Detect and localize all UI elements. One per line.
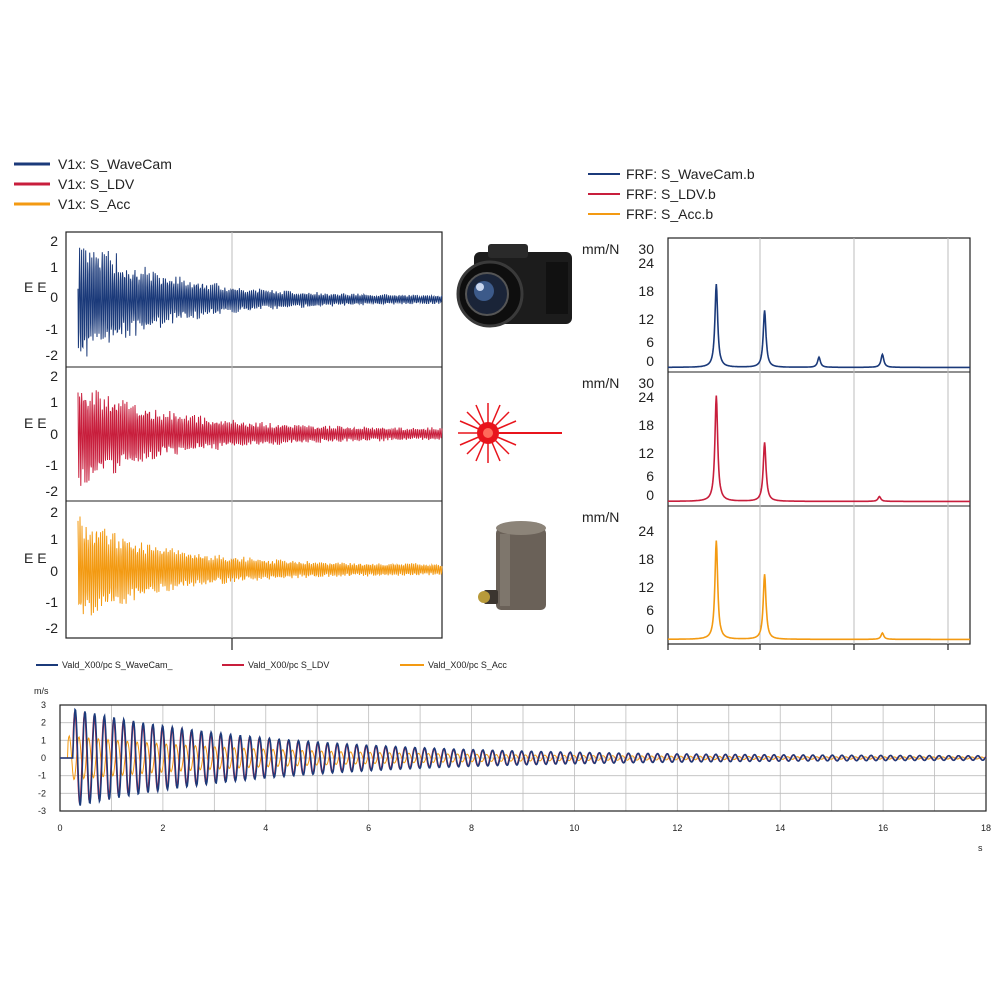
- ytick-time-3-1: 1: [50, 531, 58, 547]
- ytick-time-1-4: -2: [46, 347, 59, 363]
- ytick-time-2-2: 0: [50, 426, 58, 442]
- frf-ytick-1-0: 30: [638, 241, 654, 257]
- time-legend: V1x: S_WaveCam V1x: S_LDV V1x: S_Acc: [14, 156, 172, 212]
- series-acc-time: [77, 516, 443, 616]
- overlay-xtick-label: 2: [160, 823, 165, 833]
- frf-ytick-1-1: 24: [638, 255, 654, 271]
- overlay-xtick-label: 10: [569, 823, 579, 833]
- ylabel-time-1: E E: [24, 279, 47, 295]
- ytick-time-3-2: 0: [50, 563, 58, 579]
- time-panel: E E 2 1 0 -1 -2 E E 2 1 0 -1 -2 E E 2 1 …: [24, 231, 443, 650]
- overlay-legend: Vald_X00/pc S_WaveCam_ Vald_X00/pc S_LDV…: [36, 660, 507, 670]
- legend-label-wavecam: V1x: S_WaveCam: [58, 156, 172, 172]
- overlay-ylabel: m/s: [34, 686, 49, 696]
- frf-ytick-3-5: 0: [646, 621, 654, 637]
- overlay-xtick-label: 16: [878, 823, 888, 833]
- overlay-ytick-label: -2: [38, 788, 46, 798]
- overlay-ytick-label: 2: [41, 718, 46, 728]
- frf-ytick-3-1: 24: [638, 523, 654, 539]
- ytick-time-1-3: -1: [46, 321, 59, 337]
- series-ldv-time: [77, 390, 443, 486]
- ytick-time-3-0: 2: [50, 504, 58, 520]
- overlay-xtick-label: 14: [775, 823, 785, 833]
- overlay-xtick-label: 0: [57, 823, 62, 833]
- frf-ylabel-2: mm/N: [582, 375, 619, 391]
- frf-legend-label-ldv: FRF: S_LDV.b: [626, 186, 716, 202]
- frf-ytick-2-5: 0: [646, 487, 654, 503]
- frf-ytick-2-2: 18: [638, 417, 654, 433]
- overlay-xtick-label: 18: [981, 823, 991, 833]
- frf-ytick-2-3: 12: [638, 445, 654, 461]
- overlay-xtick-label: 8: [469, 823, 474, 833]
- series-acc-overlay: [60, 734, 987, 781]
- ytick-time-2-3: -1: [46, 457, 59, 473]
- ytick-time-3-3: -1: [46, 594, 59, 610]
- ytick-time-3-4: -2: [46, 620, 59, 636]
- ylabel-time-2: E E: [24, 415, 47, 431]
- frf-ytick-3-4: 6: [646, 602, 654, 618]
- frf-panel: mm/N 30 24 18 12 6 0 mm/N 30 24 18 12 6 …: [582, 237, 971, 650]
- series-wavecam-overlay: [60, 707, 987, 806]
- overlay-xlabel: s: [978, 843, 983, 853]
- frf-ytick-1-3: 12: [638, 311, 654, 327]
- ytick-time-1-0: 2: [50, 233, 58, 249]
- overlay-yticks: 3 2 1 0 -1 -2 -3: [38, 700, 46, 816]
- frf-ytick-1-4: 6: [646, 334, 654, 350]
- overlay-legend-label-wavecam: Vald_X00/pc S_WaveCam_: [62, 660, 174, 670]
- overlay-ytick-label: 3: [41, 700, 46, 710]
- ytick-time-2-1: 1: [50, 394, 58, 410]
- overlay-xtick-label: 4: [263, 823, 268, 833]
- overlay-xtick-label: 6: [366, 823, 371, 833]
- camera-icon: [456, 244, 572, 328]
- overlay-legend-label-ldv: Vald_X00/pc S_LDV: [248, 660, 329, 670]
- time-panel-frame: [65, 231, 443, 639]
- frf-legend-label-acc: FRF: S_Acc.b: [626, 206, 713, 222]
- overlay-legend-label-acc: Vald_X00/pc S_Acc: [428, 660, 507, 670]
- legend-label-acc: V1x: S_Acc: [58, 196, 130, 212]
- ytick-time-1-1: 1: [50, 259, 58, 275]
- accelerometer-icon: [478, 521, 546, 610]
- ytick-time-2-4: -2: [46, 483, 59, 499]
- frf-ytick-3-2: 18: [638, 551, 654, 567]
- frf-ytick-3-3: 12: [638, 579, 654, 595]
- overlay-ytick-label: -3: [38, 806, 46, 816]
- ytick-time-2-0: 2: [50, 368, 58, 384]
- frf-ylabel-1: mm/N: [582, 241, 619, 257]
- series-ldv-frf: [668, 395, 970, 503]
- overlay-ytick-label: 0: [41, 753, 46, 763]
- frf-legend: FRF: S_WaveCam.b FRF: S_LDV.b FRF: S_Acc…: [588, 166, 755, 222]
- laser-icon: [458, 403, 562, 463]
- overlay-ytick-label: -1: [38, 771, 46, 781]
- frf-ylabel-3: mm/N: [582, 509, 619, 525]
- overlay-xticks: 0 2 4 6 8 10 12 14 16 18: [57, 823, 991, 833]
- series-acc-frf: [668, 540, 970, 641]
- overlay-ytick-label: 1: [41, 735, 46, 745]
- frf-ytick-1-5: 0: [646, 353, 654, 369]
- ylabel-time-3: E E: [24, 550, 47, 566]
- series-wavecam-time: [77, 247, 443, 357]
- series-wavecam-frf: [668, 283, 970, 369]
- frf-panel-frame: [667, 237, 971, 645]
- overlay-xtick-label: 12: [672, 823, 682, 833]
- frf-ytick-2-0: 30: [638, 375, 654, 391]
- frf-ytick-2-4: 6: [646, 468, 654, 484]
- frf-ytick-1-2: 18: [638, 283, 654, 299]
- legend-label-ldv: V1x: S_LDV: [58, 176, 135, 192]
- frf-legend-label-wavecam: FRF: S_WaveCam.b: [626, 166, 755, 182]
- ytick-time-1-2: 0: [50, 289, 58, 305]
- frf-ytick-2-1: 24: [638, 389, 654, 405]
